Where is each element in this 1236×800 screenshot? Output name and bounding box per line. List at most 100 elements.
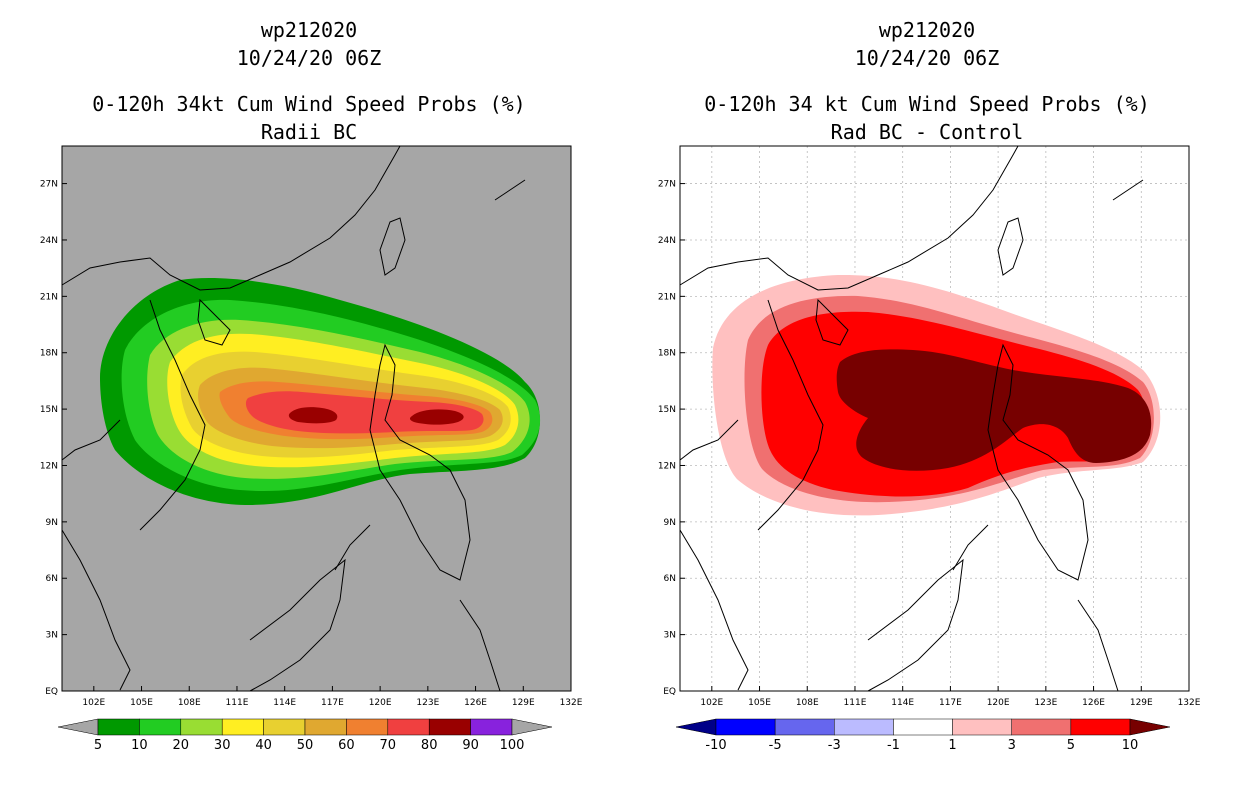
left-lon-tick-label: 102E [82, 698, 105, 708]
right-lon-tick-label: 126E [1082, 698, 1105, 708]
left-title: 0-120h 34kt Cum Wind Speed Probs (%) [92, 92, 526, 116]
left-coastlines [61, 145, 526, 692]
right-lon-tick-label: 114E [891, 698, 914, 708]
right-colorbar-label: 3 [1008, 738, 1016, 753]
left-colorbar-swatch [304, 718, 347, 736]
right-lat-tick-label: 15N [658, 405, 676, 415]
right-lat-tick-label: 3N [664, 631, 676, 641]
left-colorbar-label: 40 [255, 738, 272, 753]
right-map-svg: 102E 105E 108E 111E 114E 117E 120E 123E 126E 129E… [658, 145, 1201, 753]
left-colorbar-label: 50 [297, 738, 314, 753]
left-map-svg: 102E 105E 108E 111E 114E 117E 120E 123E 126E 129E… [40, 145, 583, 753]
left-colorbar-under-arrow [57, 718, 99, 736]
left-lon-tick-label: 114E [273, 698, 296, 708]
left-colorbar-swatch [470, 718, 513, 736]
left-colorbar-label: 30 [214, 738, 231, 753]
right-lat-tick-label: 9N [664, 518, 676, 528]
right-colorbar-swatch [1011, 718, 1072, 736]
left-colorbar-swatch [387, 718, 430, 736]
left-colorbar-label: 10 [131, 738, 148, 753]
right-colorbar-label: -1 [887, 738, 900, 753]
right-lon-tick-label: 129E [1130, 698, 1153, 708]
left-lon-tick-label: 111E [226, 698, 249, 708]
right-lon-tick-label: 111E [844, 698, 867, 708]
left-lat-tick-label: 6N [46, 574, 58, 584]
left-lon-tick-label: 132E [560, 698, 583, 708]
left-lon-tick-label: 117E [321, 698, 344, 708]
right-colorbar-label: -10 [705, 738, 726, 753]
left-colorbar-over-arrow [511, 718, 553, 736]
right-lat-tick-label: 6N [664, 574, 676, 584]
right-lat-tick-label: EQ [663, 687, 676, 697]
right-colorbar-swatch [952, 718, 1012, 736]
left-lat-tick-label: 3N [46, 631, 58, 641]
right-datetime: 10/24/20 06Z [854, 46, 1000, 70]
right-lon-tick-label: 108E [796, 698, 819, 708]
right-colorbar-under-arrow [675, 718, 717, 736]
left-lat-tick-label: 18N [40, 349, 58, 359]
right-colorbar-label: -3 [828, 738, 841, 753]
right-colorbar-swatch [834, 718, 894, 736]
right-colorbar-swatch [774, 718, 835, 736]
left-colorbar: 5 10 20 30 40 50 60 70 80 90 100 [57, 718, 553, 753]
right-lat-tick-label: 18N [658, 349, 676, 359]
left-colorbar-label: 100 [500, 738, 525, 753]
right-colorbar: -10 -5 -3 -1 1 3 5 10 [675, 718, 1171, 753]
right-colorbar-label: -5 [769, 738, 782, 753]
right-panel: wp212020 10/24/20 06Z 0-120h 34 kt Cum W… [618, 0, 1236, 800]
right-storm-id: wp212020 [878, 18, 976, 42]
right-colorbar-label: 5 [1067, 738, 1075, 753]
left-colorbar-swatch [263, 718, 306, 736]
left-colorbar-swatch [139, 718, 182, 736]
right-colorbar-swatch [715, 718, 776, 736]
left-lon-tick-label: 120E [369, 698, 392, 708]
left-lat-tick-label: 15N [40, 405, 58, 415]
left-lon-tick-label: 123E [416, 698, 439, 708]
left-lon-tick-label: 108E [178, 698, 201, 708]
left-panel: wp212020 10/24/20 06Z 0-120h 34kt Cum Wi… [40, 18, 583, 753]
left-storm-id: wp212020 [260, 18, 358, 42]
right-lon-tick-label: 102E [700, 698, 723, 708]
left-contour-80-b [409, 409, 464, 425]
left-axis-ticks: 102E 105E 108E 111E 114E 117E 120E 123E 126E 129E… [40, 180, 583, 708]
left-lat-tick-label: 21N [40, 292, 58, 302]
right-lon-tick-label: 123E [1034, 698, 1057, 708]
left-lat-tick-label: 27N [40, 180, 58, 190]
left-contour-80-a [288, 407, 338, 424]
right-coastlines [679, 145, 1144, 692]
left-colorbar-label: 60 [338, 738, 355, 753]
right-lat-tick-label: 21N [658, 292, 676, 302]
right-difference-field [712, 274, 1161, 516]
right-subtitle: Rad BC - Control [830, 120, 1024, 144]
right-frame [679, 145, 1190, 692]
right-contour-pos-10 [836, 349, 1152, 471]
left-subtitle: Radii BC [260, 120, 358, 144]
left-lat-tick-label: 12N [40, 461, 58, 471]
left-frame [61, 145, 572, 692]
left-datetime: 10/24/20 06Z [236, 46, 382, 70]
left-colorbar-label: 20 [173, 738, 190, 753]
right-lat-tick-label: 12N [658, 461, 676, 471]
left-lat-tick-label: EQ [45, 687, 58, 697]
right-colorbar-swatch [1070, 718, 1131, 736]
left-lon-tick-label: 126E [464, 698, 487, 708]
right-lat-tick-label: 24N [658, 236, 676, 246]
right-colorbar-swatch [893, 718, 953, 736]
right-axis-ticks: 102E 105E 108E 111E 114E 117E 120E 123E 126E 129E… [658, 180, 1201, 708]
left-colorbar-swatch [97, 718, 140, 736]
right-colorbar-label: 10 [1122, 738, 1139, 753]
left-probability-field [100, 278, 541, 505]
left-lat-tick-label: 24N [40, 236, 58, 246]
right-lon-tick-label: 105E [748, 698, 771, 708]
left-lon-tick-label: 105E [130, 698, 153, 708]
right-lon-tick-label: 117E [939, 698, 962, 708]
left-colorbar-swatch [180, 718, 223, 736]
right-lon-tick-label: 120E [987, 698, 1010, 708]
left-colorbar-label: 90 [462, 738, 479, 753]
right-title: 0-120h 34 kt Cum Wind Speed Probs (%) [704, 92, 1150, 116]
left-colorbar-swatch [346, 718, 389, 736]
right-gridlines [680, 146, 1189, 691]
left-colorbar-label: 80 [421, 738, 438, 753]
left-colorbar-swatch [428, 718, 471, 736]
right-colorbar-over-arrow [1129, 718, 1171, 736]
